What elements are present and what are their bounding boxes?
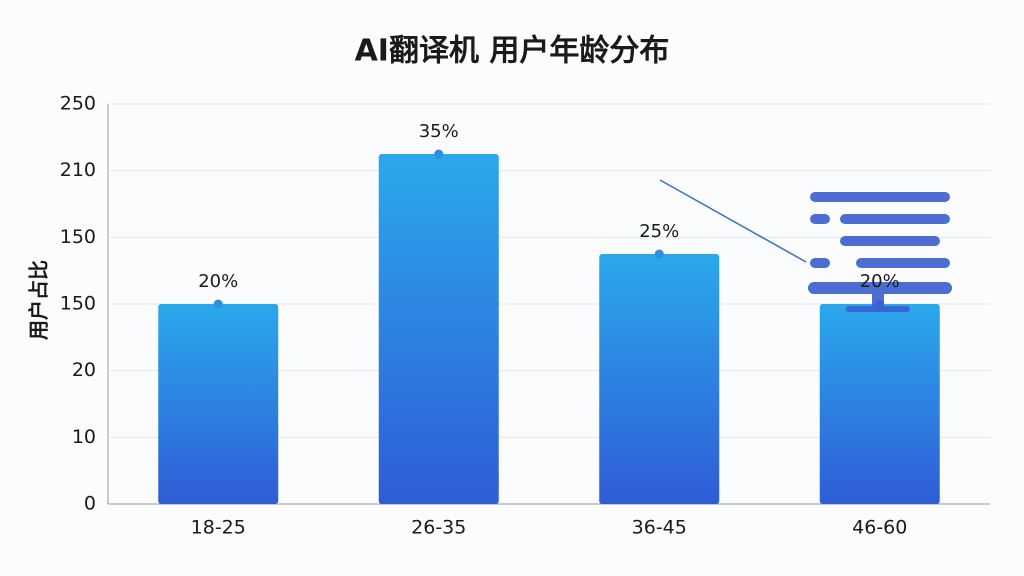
y-tick-label: 20	[72, 359, 96, 381]
value-label: 20%	[198, 271, 238, 292]
x-tick-label: 18-25	[191, 517, 246, 539]
y-tick-label: 10	[72, 426, 96, 448]
x-tick-label: 46-60	[852, 517, 907, 539]
x-tick-label: 36-45	[632, 517, 687, 539]
bar-top-dot	[213, 299, 223, 309]
value-label: 35%	[419, 121, 459, 142]
y-tick-label: 210	[60, 159, 96, 181]
bar	[378, 154, 499, 504]
bar	[599, 254, 720, 504]
value-label: 20%	[860, 271, 900, 292]
y-tick-label: 150	[60, 226, 96, 248]
x-tick-label: 26-35	[411, 517, 466, 539]
y-tick-label: 150	[60, 293, 96, 315]
y-tick-label: 0	[84, 493, 96, 515]
bars	[158, 149, 940, 504]
y-axis-title: 用户占比	[27, 260, 51, 340]
chart-title: AI翻译机 用户年龄分布	[355, 34, 670, 69]
bar-top-dot	[654, 249, 664, 259]
y-tick-label: 250	[60, 93, 96, 115]
bar	[819, 304, 940, 504]
value-label: 25%	[639, 221, 679, 242]
annotation-arrow	[659, 179, 807, 263]
translator-icon	[808, 192, 952, 312]
bar-top-dot	[434, 149, 444, 159]
bar	[158, 304, 279, 504]
